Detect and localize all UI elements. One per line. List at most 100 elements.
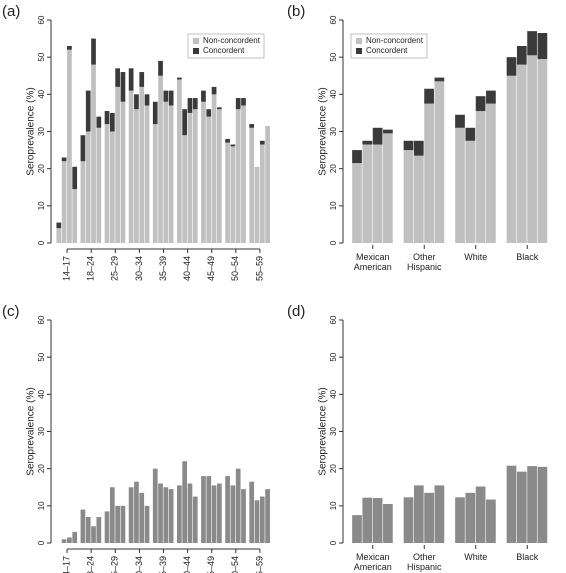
bar xyxy=(139,492,145,543)
panel: (b) Seroprevalence (%) 0 10 20 30 40 50 60 Mexica… xyxy=(287,3,548,272)
bar xyxy=(241,98,246,106)
bar xyxy=(168,489,174,543)
y-axis-label: Seroprevalence (%) xyxy=(26,387,37,475)
y-axis-label: Seroprevalence (%) xyxy=(318,87,329,175)
bar xyxy=(187,483,193,543)
bar xyxy=(187,112,193,244)
x-tick-label: White xyxy=(464,552,487,562)
legend-box xyxy=(187,33,265,59)
bar xyxy=(403,150,414,243)
bar xyxy=(352,515,362,543)
bar xyxy=(80,509,86,543)
bar xyxy=(158,483,163,543)
bar xyxy=(259,496,265,543)
bar xyxy=(72,531,78,543)
bar xyxy=(265,489,270,543)
bar xyxy=(201,101,206,244)
bar xyxy=(182,135,188,243)
bar xyxy=(230,146,236,243)
bar xyxy=(91,526,96,543)
bar xyxy=(206,109,212,117)
bar xyxy=(72,189,78,243)
y-tick-label: 0 xyxy=(37,540,46,545)
bar xyxy=(537,33,548,60)
bar xyxy=(91,38,96,65)
bar xyxy=(362,140,373,145)
bar xyxy=(192,98,198,110)
y-tick-label: 50 xyxy=(329,52,338,61)
bar xyxy=(506,57,517,76)
bar xyxy=(128,68,134,91)
bar xyxy=(104,111,110,125)
bar xyxy=(249,127,255,243)
bar xyxy=(486,90,496,104)
y-axis-label: Seroprevalence (%) xyxy=(318,387,329,475)
bar xyxy=(352,150,362,164)
bar xyxy=(158,75,163,243)
bar xyxy=(139,72,145,87)
bar xyxy=(225,142,230,243)
legend-swatch xyxy=(356,48,362,54)
bar xyxy=(72,166,78,190)
x-tick-label: 35–39 xyxy=(158,256,168,281)
x-tick-label: Black xyxy=(516,252,539,262)
x-tick-label: 55–59 xyxy=(254,256,264,281)
legend-swatch xyxy=(193,38,199,44)
bar xyxy=(109,131,115,243)
x-tick-label: 25–29 xyxy=(110,256,120,281)
bar xyxy=(201,90,206,102)
y-tick-label: 60 xyxy=(37,315,46,324)
y-tick-label: 20 xyxy=(329,464,338,473)
bar xyxy=(211,94,217,243)
y-tick-label: 0 xyxy=(329,540,338,545)
bar xyxy=(249,481,255,543)
bar xyxy=(134,481,139,543)
y-tick-label: 0 xyxy=(37,240,46,245)
panel-title: (b) xyxy=(287,3,305,20)
y-tick-label: 50 xyxy=(329,352,338,361)
bar xyxy=(144,94,150,106)
x-tick-label: 45–49 xyxy=(206,556,216,573)
x-tick-label: 30–34 xyxy=(134,556,144,573)
bar xyxy=(104,124,110,243)
legend-box xyxy=(350,33,428,59)
x-tick-label: White xyxy=(464,252,487,262)
legend-label: Concordent xyxy=(203,46,245,55)
y-axis-label: Seroprevalence (%) xyxy=(26,87,37,175)
bar xyxy=(403,140,414,151)
bar xyxy=(455,127,465,243)
bar xyxy=(187,98,193,113)
legend-label: Concordent xyxy=(366,46,408,55)
bar xyxy=(259,144,265,243)
bar xyxy=(475,96,486,112)
legend-swatch xyxy=(356,38,362,44)
bar xyxy=(235,109,241,243)
y-tick-label: 30 xyxy=(37,127,46,136)
bar xyxy=(516,46,527,65)
y-tick-label: 60 xyxy=(329,15,338,24)
x-tick-label: 14–17 xyxy=(61,256,71,281)
bar xyxy=(403,497,414,543)
y-tick-label: 40 xyxy=(37,89,46,98)
bar xyxy=(192,496,198,543)
x-tick-label: 18–24 xyxy=(86,256,96,281)
bar xyxy=(128,90,134,243)
x-tick-label: 18–24 xyxy=(86,556,96,573)
bar xyxy=(152,124,158,243)
x-tick-label: 50–54 xyxy=(230,556,240,573)
x-tick-label: 30–34 xyxy=(134,256,144,281)
x-tick-label: Other Hispanic xyxy=(407,252,442,272)
bar xyxy=(163,101,169,244)
bar xyxy=(362,144,373,243)
bar xyxy=(434,77,445,82)
bar xyxy=(177,77,182,80)
bar xyxy=(85,131,91,243)
bar xyxy=(192,109,198,243)
bar xyxy=(109,487,115,543)
bar xyxy=(424,492,434,543)
legend-label: Non-concordent xyxy=(366,36,424,45)
bar xyxy=(455,497,465,543)
bar xyxy=(527,55,537,243)
bar xyxy=(383,133,393,243)
